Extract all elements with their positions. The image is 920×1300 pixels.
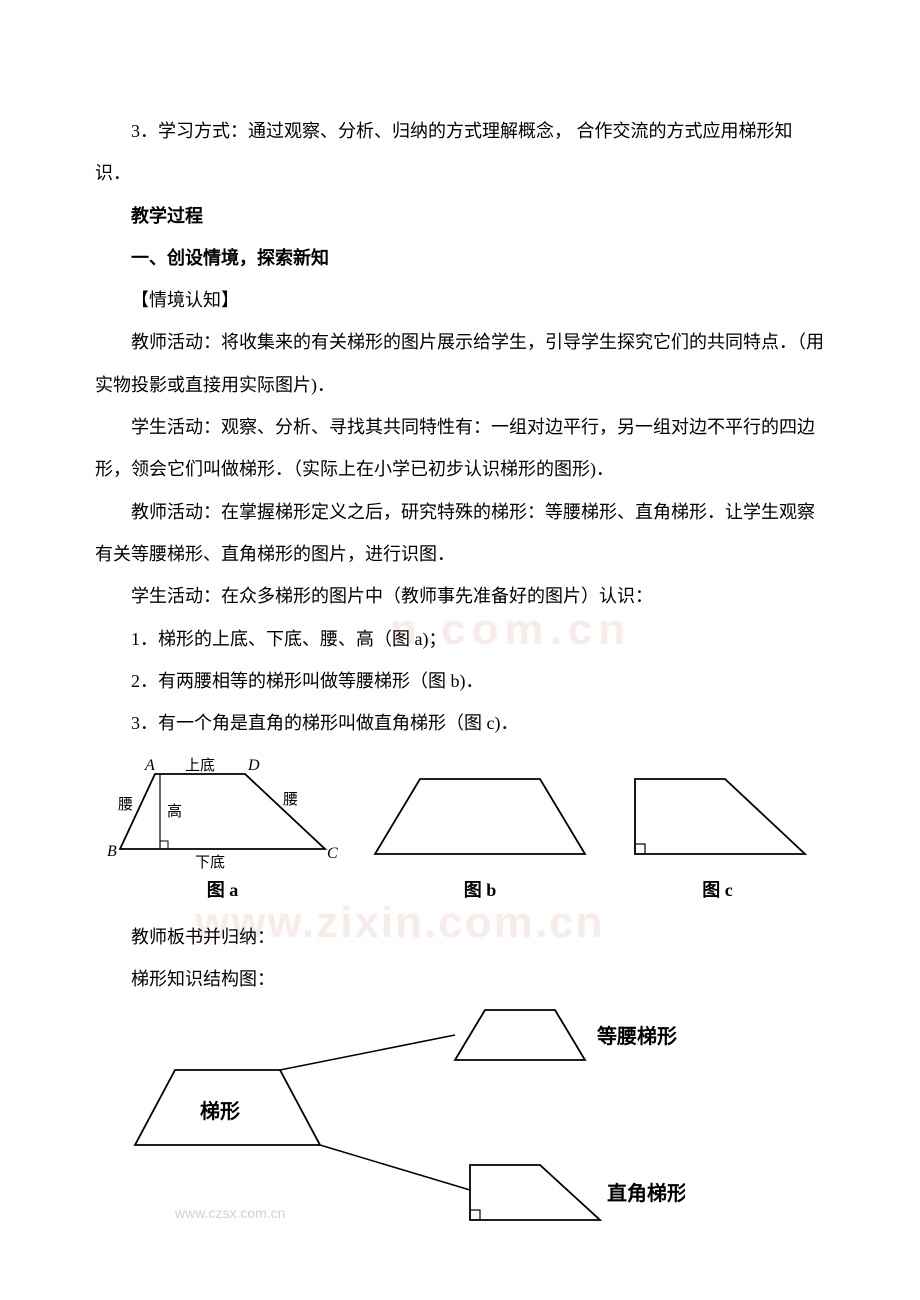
paragraph: 教师活动：在掌握梯形定义之后，研究特殊的梯形：等腰梯形、直角梯形．让学生观察有关… xyxy=(95,491,825,576)
edge-label: 下底 xyxy=(195,854,225,869)
figure-c: 图 c xyxy=(620,769,815,911)
edge-line xyxy=(320,1145,470,1190)
edge-label: 上底 xyxy=(185,757,215,774)
list-item: 3．有一个角是直角的梯形叫做直角梯形（图 c)． xyxy=(95,702,825,744)
figure-caption: 图 a xyxy=(207,869,239,911)
figure-caption: 图 b xyxy=(464,869,497,911)
paragraph: 梯形知识结构图： xyxy=(95,958,825,1000)
vertex-label: D xyxy=(247,757,260,774)
list-item: 2．有两腰相等的梯形叫做等腰梯形（图 b)． xyxy=(95,660,825,702)
height-label: 高 xyxy=(167,803,182,820)
trapezoid-b-svg xyxy=(365,769,595,869)
paragraph: 【情境认知】 xyxy=(95,279,825,321)
tree-svg: 梯形 等腰梯形 直角梯形 xyxy=(125,1005,685,1230)
root-label: 梯形 xyxy=(200,1099,240,1123)
right-angle-marker xyxy=(635,844,645,854)
structure-diagram: 梯形 等腰梯形 直角梯形 xyxy=(125,1005,825,1245)
child-node xyxy=(455,1010,585,1060)
document-body: 3．学习方式：通过观察、分析、归纳的方式理解概念， 合作交流的方式应用梯形知识．… xyxy=(0,0,920,1286)
figure-caption: 图 c xyxy=(702,869,733,911)
edge-line xyxy=(280,1035,455,1070)
child-label: 直角梯形 xyxy=(607,1181,685,1205)
paragraph: 学生活动：在众多梯形的图片中（教师事先准备好的图片）认识： xyxy=(95,575,825,617)
edge-label: 腰 xyxy=(118,796,133,813)
trapezoid-shape xyxy=(120,774,325,849)
edge-label: 腰 xyxy=(283,791,298,808)
list-item: 1．梯形的上底、下底、腰、高（图 a)； xyxy=(95,618,825,660)
trapezoid-c-svg xyxy=(620,769,815,869)
trapezoid-a-svg: A D B C 上底 下底 腰 腰 高 xyxy=(105,754,340,869)
heading: 教学过程 xyxy=(95,195,825,237)
paragraph: 教师活动：将收集来的有关梯形的图片展示给学生，引导学生探究它们的共同特点．（用实… xyxy=(95,321,825,406)
isosceles-trapezoid-shape xyxy=(375,779,585,854)
figure-b: 图 b xyxy=(365,769,595,911)
paragraph: 3．学习方式：通过观察、分析、归纳的方式理解概念， 合作交流的方式应用梯形知识． xyxy=(95,110,825,195)
heading: 一、创设情境，探索新知 xyxy=(95,237,825,279)
child-label: 等腰梯形 xyxy=(597,1024,677,1048)
vertex-label: A xyxy=(144,757,155,774)
right-trapezoid-shape xyxy=(635,779,805,854)
figures-row: A D B C 上底 下底 腰 腰 高 图 a 图 b xyxy=(95,754,825,911)
vertex-label: C xyxy=(327,845,338,862)
paragraph: 学生活动：观察、分析、寻找其共同特性有：一组对边平行，另一组对边不平行的四边形，… xyxy=(95,406,825,491)
vertex-label: B xyxy=(107,843,117,860)
figure-a: A D B C 上底 下底 腰 腰 高 图 a xyxy=(105,754,340,911)
right-angle-marker xyxy=(160,841,168,849)
child-node xyxy=(470,1165,600,1220)
paragraph: 教师板书并归纳： xyxy=(95,916,825,958)
